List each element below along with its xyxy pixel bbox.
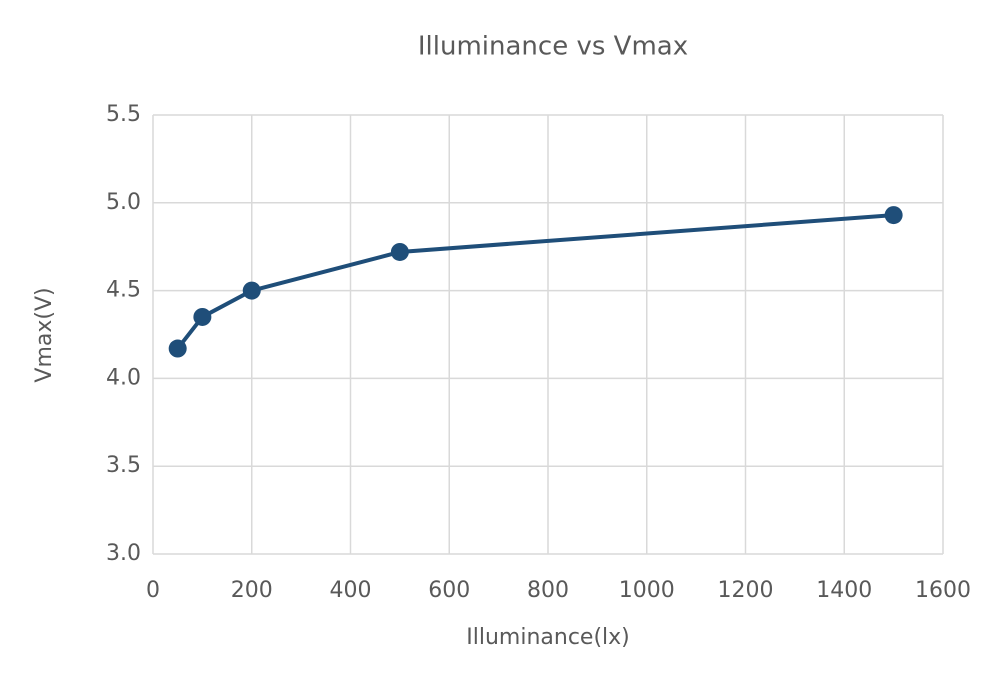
y-tick-label: 4.0	[106, 365, 141, 390]
data-point	[193, 307, 212, 326]
x-tick-label: 1000	[619, 578, 675, 603]
y-tick-label: 4.5	[106, 278, 141, 303]
data-point	[884, 206, 903, 225]
data-point	[242, 281, 261, 300]
x-tick-label: 1400	[816, 578, 872, 603]
x-tick-label: 800	[527, 578, 569, 603]
y-tick-label: 3.5	[106, 453, 141, 478]
x-tick-label: 1200	[718, 578, 774, 603]
x-axis-label: Illuminance(lx)	[466, 625, 630, 650]
x-tick-label: 1600	[915, 578, 971, 603]
x-tick-label: 400	[330, 578, 372, 603]
x-tick-label: 600	[428, 578, 470, 603]
data-point	[390, 242, 409, 261]
data-point	[168, 339, 187, 358]
x-tick-label: 200	[231, 578, 273, 603]
x-tick-label: 0	[146, 578, 160, 603]
y-tick-label: 3.0	[106, 541, 141, 566]
y-tick-label: 5.0	[106, 190, 141, 215]
y-axis-label: Vmax(V)	[32, 287, 57, 382]
y-tick-label: 5.5	[106, 102, 141, 127]
chart-title: Illuminance vs Vmax	[418, 32, 688, 62]
